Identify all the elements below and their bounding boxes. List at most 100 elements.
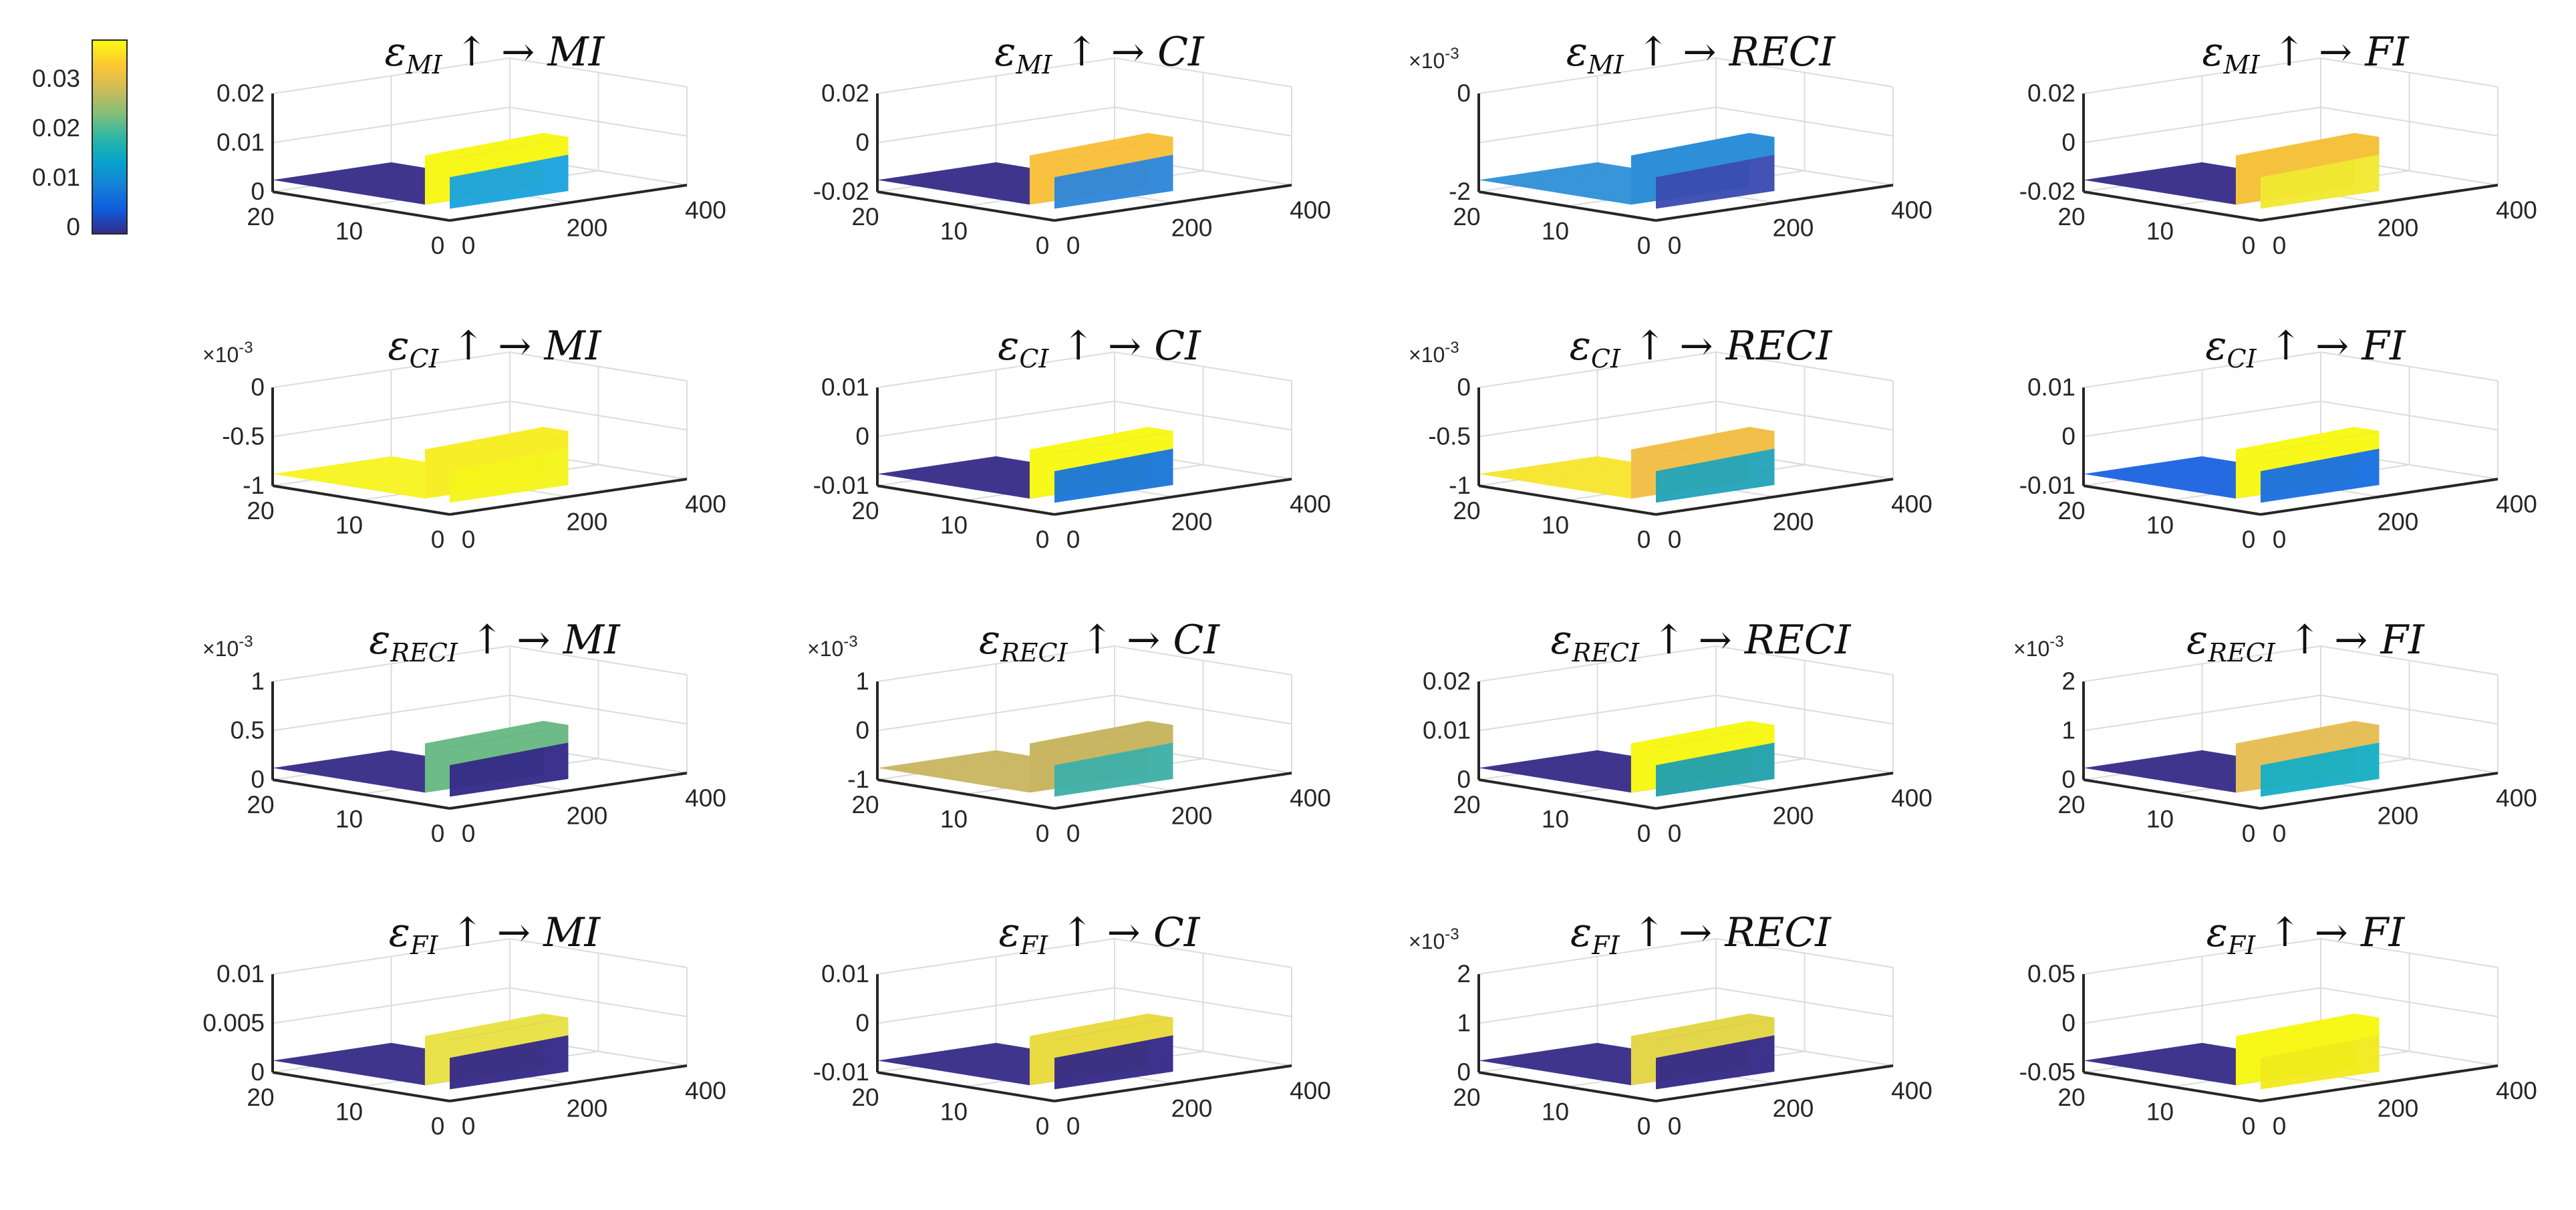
title-target: CI [1173, 617, 1220, 663]
title-epsilon: ε [2206, 909, 2228, 956]
z-tick-label: 0 [251, 373, 265, 401]
z-tick-label: 0 [855, 1010, 869, 1037]
y-axis-line [1655, 1064, 1894, 1102]
title-target: MI [563, 617, 621, 663]
title-target: RECI [1744, 617, 1852, 663]
y-tick-label: 200 [1171, 802, 1213, 830]
y-tick-label: 0 [1668, 820, 1682, 847]
x-tick-label: 0 [431, 232, 445, 259]
z-tick-label: 1 [1457, 1010, 1471, 1037]
z-tick-label: 0 [2061, 1010, 2076, 1037]
z-tick-label: 1 [251, 667, 265, 695]
colorbar-tick-label: 0.03 [32, 65, 80, 92]
x-tick-label: 0 [1036, 820, 1050, 847]
y-tick-label: 200 [2378, 214, 2419, 242]
z-tick-label: 0.5 [231, 717, 265, 744]
surface-front-band [2261, 431, 2380, 472]
title-subscript: CI [1591, 344, 1621, 373]
title-arrows: ↑ → [1639, 617, 1745, 663]
title-arrows: ↑ → [1068, 617, 1173, 663]
y-axis-line [449, 184, 688, 222]
title-arrows: ↑ → [1048, 909, 1153, 956]
title-subscript: MI [1587, 50, 1624, 80]
z-tick-label: -0.02 [2019, 178, 2076, 205]
z-exponent-label: ×10-3 [1409, 925, 1459, 953]
y-tick-label: 0 [2273, 820, 2287, 847]
title-target: MI [543, 323, 601, 369]
x-axis-line [2083, 190, 2261, 222]
x-axis-line [1478, 778, 1657, 810]
title-arrows: ↑ → [442, 29, 548, 75]
title-subscript: FI [410, 931, 438, 960]
x-axis-line [2083, 484, 2261, 516]
exponent-power: -3 [1445, 45, 1459, 63]
title-epsilon: ε [2202, 29, 2223, 75]
x-axis-line [2083, 1071, 2261, 1102]
surface-front-band [2261, 137, 2380, 178]
exponent-base: ×10 [1409, 929, 1445, 953]
subplot-title: εRECI ↑ → RECI [1551, 617, 1852, 667]
z-tick-label: 0.005 [202, 1010, 265, 1037]
title-subscript: MI [406, 50, 443, 80]
x-axis-line [1478, 1071, 1657, 1102]
y-tick-label: 0 [2273, 232, 2287, 259]
z-tick-label: 2 [1457, 960, 1471, 988]
x-axis-line [1478, 190, 1657, 222]
x-tick-label: 0 [2242, 1112, 2256, 1140]
subplot-title: εRECI ↑ → FI [2186, 617, 2425, 667]
title-epsilon: ε [389, 909, 410, 956]
x-tick-label: 10 [335, 218, 363, 245]
x-tick-label: 10 [335, 806, 363, 833]
title-target: RECI [1725, 323, 1833, 369]
surface-front-band [1054, 725, 1173, 766]
x-tick-label: 20 [247, 203, 274, 231]
z-tick-label: -2 [1449, 178, 1471, 205]
z-tick-label: 0 [251, 766, 265, 793]
z-tick-label: 0 [855, 423, 869, 450]
y-tick-label: 400 [2496, 784, 2537, 812]
z-tick-label: -0.5 [1428, 423, 1471, 450]
title-target: MI [547, 29, 605, 75]
title-subscript: RECI [2207, 638, 2275, 667]
z-tick-label: 0 [1457, 80, 1471, 107]
y-tick-label: 400 [685, 196, 726, 224]
x-tick-label: 20 [851, 1084, 879, 1111]
x-tick-label: 10 [335, 1098, 363, 1126]
y-tick-label: 200 [1171, 1095, 1213, 1122]
x-tick-label: 20 [2057, 203, 2085, 231]
x-tick-label: 20 [851, 497, 879, 524]
z-tick-label: 0 [2061, 129, 2076, 156]
title-arrows: ↑ → [1624, 29, 1729, 75]
subplot-title: εFI ↑ → MI [389, 909, 601, 960]
subplot-title: εMI ↑ → MI [384, 29, 605, 80]
y-axis-line [1655, 478, 1894, 516]
surface-front-band [2261, 725, 2380, 766]
y-tick-label: 0 [1668, 526, 1682, 553]
x-tick-label: 20 [1453, 791, 1480, 818]
z-tick-label: 0 [2061, 766, 2076, 793]
y-tick-label: 0 [462, 820, 476, 847]
exponent-base: ×10 [807, 637, 843, 661]
y-axis-line [1054, 1064, 1292, 1102]
z-tick-label: -0.02 [813, 178, 869, 205]
title-subscript: FI [1020, 931, 1048, 960]
x-tick-label: 20 [851, 791, 879, 818]
x-tick-label: 0 [431, 526, 445, 553]
y-axis-line [449, 772, 688, 810]
y-tick-label: 400 [2496, 490, 2537, 518]
y-axis-line [449, 1064, 688, 1102]
y-tick-label: 0 [1066, 526, 1081, 553]
y-tick-label: 400 [1891, 1077, 1933, 1104]
title-arrows: ↑ → [1620, 909, 1725, 956]
colorbar-tick-label: 0 [66, 213, 80, 241]
x-axis-line [877, 778, 1055, 810]
subplot-title: εFI ↑ → CI [999, 909, 1201, 960]
y-tick-label: 200 [1773, 1095, 1814, 1122]
x-tick-label: 0 [431, 1112, 445, 1140]
title-arrows: ↑ → [2257, 323, 2362, 369]
